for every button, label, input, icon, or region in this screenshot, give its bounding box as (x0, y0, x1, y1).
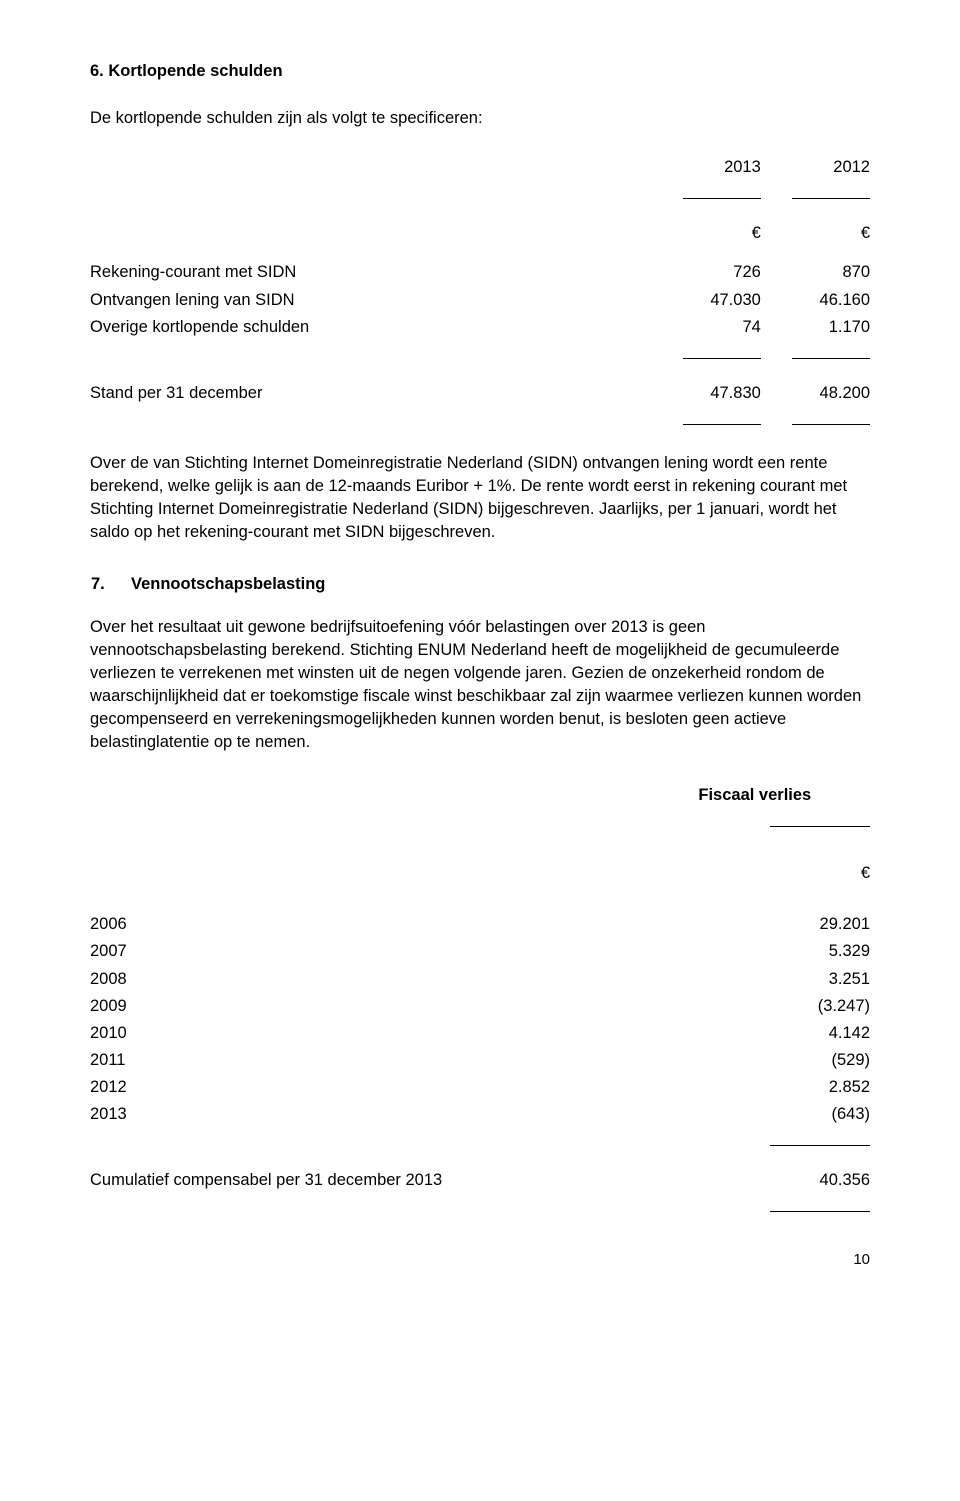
section-6-title: 6. Kortlopende schulden (90, 60, 870, 83)
page-number: 10 (90, 1249, 870, 1270)
table-row: 2007 5.329 (90, 938, 870, 965)
rule (683, 198, 761, 199)
cumulative-value: 40.356 (698, 1167, 870, 1194)
total-value-b: 48.200 (761, 380, 870, 407)
row-value-b: 46.160 (761, 287, 870, 314)
table-row: 2010 4.142 (90, 1020, 870, 1047)
year-value: (529) (698, 1047, 870, 1074)
rule (770, 826, 870, 827)
total-value-a: 47.830 (652, 380, 761, 407)
table-row: 2013 (643) (90, 1101, 870, 1128)
year-label: 2013 (90, 1101, 698, 1128)
section-7-paragraph: Over het resultaat uit gewone bedrijfsui… (90, 616, 870, 755)
row-value-b: 1.170 (761, 314, 870, 341)
section-7-number: 7. (90, 572, 130, 597)
year-header-b: 2012 (792, 156, 870, 179)
year-label: 2010 (90, 1020, 698, 1047)
section-7-title: Vennootschapsbelasting (130, 572, 870, 597)
section-6-subtitle: De kortlopende schulden zijn als volgt t… (90, 107, 870, 130)
year-value: 3.251 (698, 966, 870, 993)
row-value-a: 726 (652, 259, 761, 286)
row-value-a: 74 (652, 314, 761, 341)
year-label: 2008 (90, 966, 698, 993)
year-label: 2006 (90, 911, 698, 938)
section-6-table: 2013 2012 € € Rekening-courant met SIDN … (90, 154, 870, 434)
year-value: 2.852 (698, 1074, 870, 1101)
euro-symbol: € (698, 860, 870, 887)
table-row: 2008 3.251 (90, 966, 870, 993)
table-row: Rekening-courant met SIDN 726 870 (90, 259, 870, 286)
rule (792, 358, 870, 359)
table-row: Overige kortlopende schulden 74 1.170 (90, 314, 870, 341)
rule (770, 1211, 870, 1212)
year-value: 4.142 (698, 1020, 870, 1047)
cumulative-label: Cumulatief compensabel per 31 december 2… (90, 1167, 698, 1194)
year-header-a: 2013 (683, 156, 761, 179)
year-label: 2012 (90, 1074, 698, 1101)
cumulative-row: Cumulatief compensabel per 31 december 2… (90, 1167, 870, 1194)
row-label: Ontvangen lening van SIDN (90, 287, 652, 314)
table-row: 2006 29.201 (90, 911, 870, 938)
table-row: 2009 (3.247) (90, 993, 870, 1020)
table-row: 2012 2.852 (90, 1074, 870, 1101)
euro-symbol-a: € (652, 220, 761, 247)
table-row: Ontvangen lening van SIDN 47.030 46.160 (90, 287, 870, 314)
rule (792, 424, 870, 425)
year-value: 5.329 (698, 938, 870, 965)
fiscaal-verlies-header: Fiscaal verlies (698, 786, 811, 804)
section-6-paragraph: Over de van Stichting Internet Domeinreg… (90, 452, 870, 544)
year-value: (643) (698, 1101, 870, 1128)
year-label: 2007 (90, 938, 698, 965)
euro-symbol-b: € (761, 220, 870, 247)
row-value-a: 47.030 (652, 287, 761, 314)
rule (683, 424, 761, 425)
year-value: 29.201 (698, 911, 870, 938)
rule (792, 198, 870, 199)
row-value-b: 870 (761, 259, 870, 286)
year-value: (3.247) (698, 993, 870, 1020)
rule (683, 358, 761, 359)
total-label: Stand per 31 december (90, 380, 652, 407)
table-row: 2011 (529) (90, 1047, 870, 1074)
row-label: Rekening-courant met SIDN (90, 259, 652, 286)
rule (770, 1145, 870, 1146)
total-row: Stand per 31 december 47.830 48.200 (90, 380, 870, 407)
year-label: 2009 (90, 993, 698, 1020)
year-label: 2011 (90, 1047, 698, 1074)
fiscaal-verlies-table: Fiscaal verlies € 2006 29.201 2007 5.329… (90, 782, 870, 1221)
row-label: Overige kortlopende schulden (90, 314, 652, 341)
